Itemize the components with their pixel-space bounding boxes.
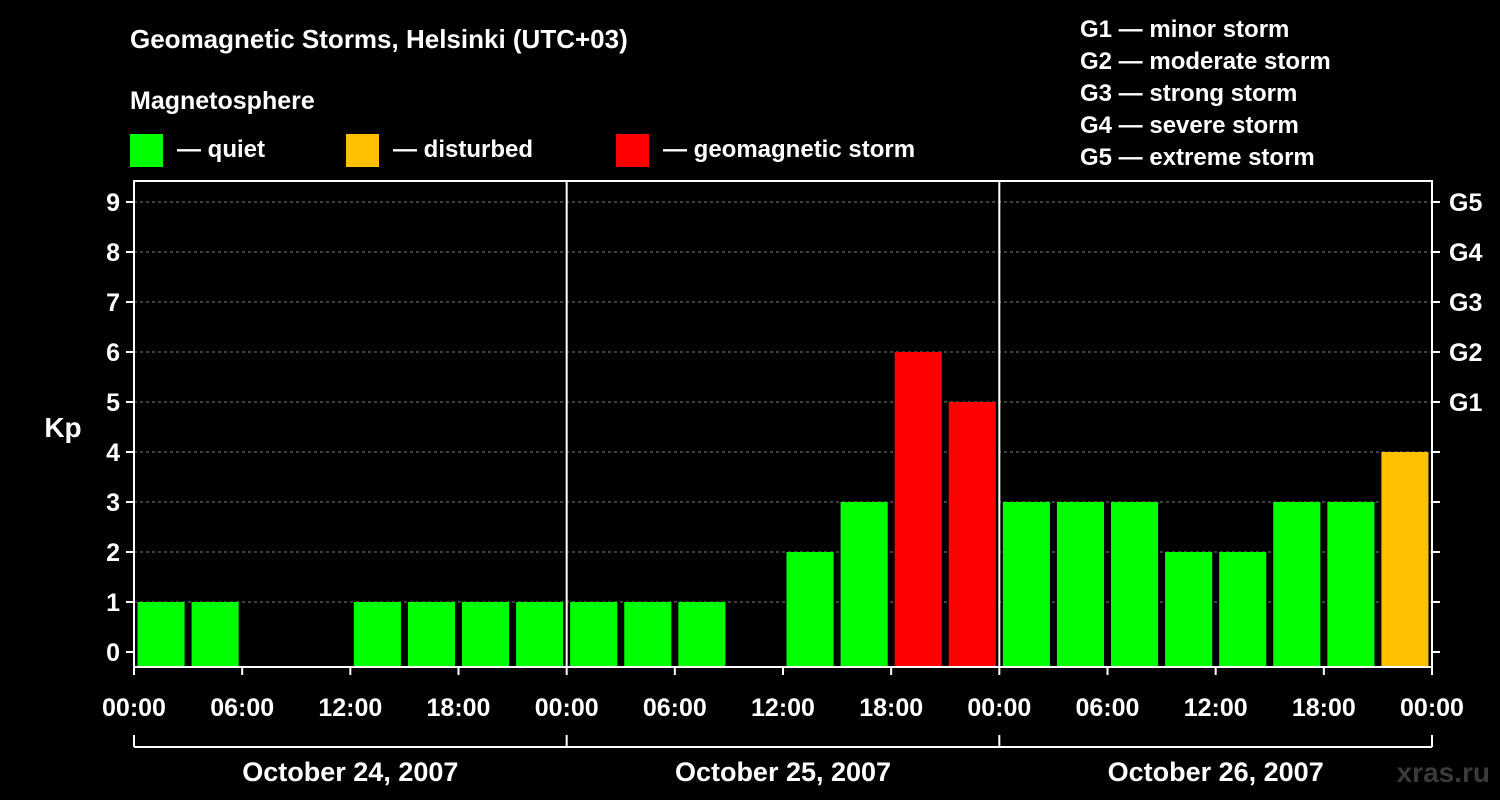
x-tick-label-7: 18:00 [859, 694, 923, 722]
x-tick-label-5: 06:00 [643, 694, 707, 722]
x-tick-label-2: 12:00 [318, 694, 382, 722]
legend-swatch-storm [616, 134, 649, 167]
y-tick-label-8: 8 [106, 239, 120, 267]
y-tick-label-9: 9 [106, 189, 120, 217]
x-tick-label-9: 06:00 [1076, 694, 1140, 722]
date-label-3: October 26, 2007 [1108, 757, 1324, 787]
bar-5 [353, 602, 401, 667]
y-tick-label-3: 3 [106, 489, 120, 517]
y-tick-label-4: 4 [106, 439, 120, 467]
y-tick-label-0: 0 [106, 639, 120, 667]
bar-9 [570, 602, 618, 667]
magnetosphere-label: Magnetosphere [130, 87, 315, 115]
x-tick-label-1: 06:00 [210, 694, 274, 722]
right-tick-label-G3: G3 [1449, 289, 1482, 317]
x-tick-label-3: 18:00 [427, 694, 491, 722]
date-label-1: October 24, 2007 [242, 757, 458, 787]
bar-8 [516, 602, 564, 667]
bar-24 [1381, 452, 1429, 667]
bar-10 [624, 602, 672, 667]
y-tick-label-2: 2 [106, 539, 120, 567]
chart-title: Geomagnetic Storms, Helsinki (UTC+03) [130, 24, 628, 54]
bar-13 [786, 552, 834, 667]
right-tick-label-G2: G2 [1449, 339, 1482, 367]
bar-7 [462, 602, 510, 667]
bar-20 [1165, 552, 1213, 667]
right-tick-label-G4: G4 [1449, 239, 1482, 267]
y-tick-label-5: 5 [106, 389, 120, 417]
bar-21 [1219, 552, 1267, 667]
legend-label-disturbed: — disturbed [393, 136, 533, 163]
bar-15 [894, 352, 942, 667]
storm-scale-g4: G4 — severe storm [1080, 112, 1299, 139]
bar-17 [1002, 502, 1050, 667]
right-tick-label-G5: G5 [1449, 189, 1482, 217]
bar-14 [840, 502, 888, 667]
bar-22 [1273, 502, 1321, 667]
right-tick-label-G1: G1 [1449, 389, 1482, 417]
plot-area: 0 1 2 3 4 5 6 7 8 9 G1 G2 G3 G4 G5 00:00 06:00 12:00 18:00… [102, 180, 1482, 787]
watermark: xras.ru [1397, 757, 1490, 788]
date-label-2: October 25, 2007 [675, 757, 891, 787]
storm-scale-g3: G3 — strong storm [1080, 80, 1297, 107]
bar-2 [191, 602, 239, 667]
bar-1 [137, 602, 185, 667]
bar-19 [1111, 502, 1159, 667]
y-tick-label-1: 1 [106, 589, 120, 617]
bar-11 [678, 602, 726, 667]
x-tick-label-4: 00:00 [535, 694, 599, 722]
legend-label-storm: — geomagnetic storm [663, 136, 915, 163]
bar-23 [1327, 502, 1375, 667]
legend-label-quiet: — quiet [177, 136, 265, 163]
bar-18 [1056, 502, 1104, 667]
y-tick-label-6: 6 [106, 339, 120, 367]
x-tick-label-11: 18:00 [1292, 694, 1356, 722]
x-tick-label-8: 00:00 [967, 694, 1031, 722]
bar-6 [407, 602, 455, 667]
x-tick-label-0: 00:00 [102, 694, 166, 722]
x-tick-label-6: 12:00 [751, 694, 815, 722]
storm-scale: G1 — minor storm G2 — moderate storm G3 … [1080, 16, 1331, 171]
legend: — quiet — disturbed — geomagnetic storm [130, 134, 915, 167]
storm-scale-g1: G1 — minor storm [1080, 16, 1289, 43]
bar-16 [948, 402, 996, 667]
storm-scale-g5: G5 — extreme storm [1080, 144, 1315, 171]
x-tick-label-12: 00:00 [1400, 694, 1464, 722]
x-tick-label-10: 12:00 [1184, 694, 1248, 722]
storm-scale-g2: G2 — moderate storm [1080, 48, 1331, 75]
y-tick-label-7: 7 [106, 289, 120, 317]
legend-swatch-quiet [130, 134, 163, 167]
legend-swatch-disturbed [346, 134, 379, 167]
y-axis-label: Kp [44, 412, 81, 443]
